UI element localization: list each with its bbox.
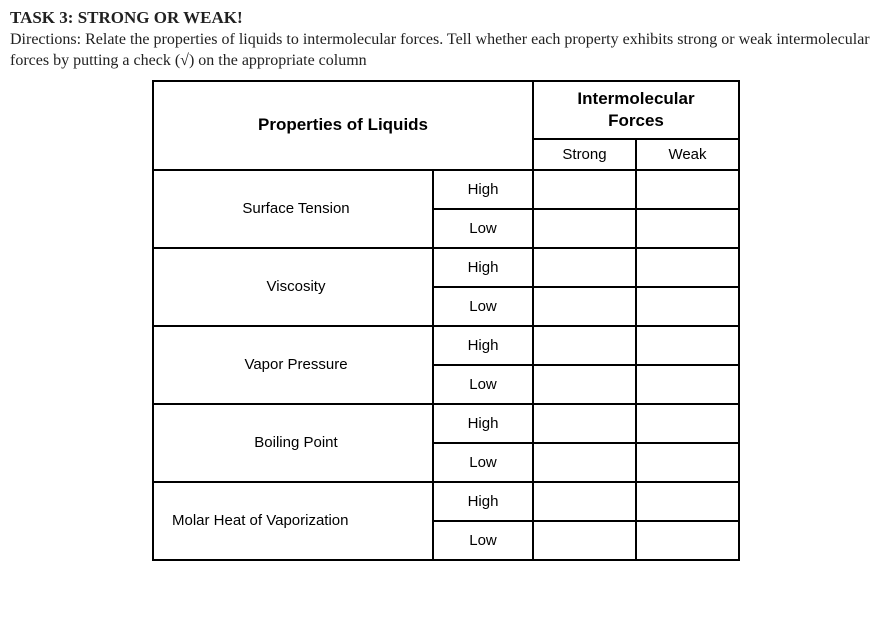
level-cell: Low: [433, 365, 533, 404]
level-cell: Low: [433, 209, 533, 248]
check-cell-weak[interactable]: [636, 209, 739, 248]
level-cell: Low: [433, 443, 533, 482]
check-cell-weak[interactable]: [636, 521, 739, 560]
level-cell: High: [433, 482, 533, 521]
check-cell-strong[interactable]: [533, 287, 636, 326]
check-cell-strong[interactable]: [533, 209, 636, 248]
header-imf: Intermolecular Forces: [533, 81, 739, 139]
task-title: TASK 3: STRONG OR WEAK!: [10, 8, 882, 28]
check-cell-weak[interactable]: [636, 287, 739, 326]
level-cell: High: [433, 404, 533, 443]
level-cell: Low: [433, 287, 533, 326]
directions-text-suffix: ) on the appropriate column: [189, 52, 367, 69]
level-cell: High: [433, 170, 533, 209]
check-cell-weak[interactable]: [636, 248, 739, 287]
check-cell-weak[interactable]: [636, 482, 739, 521]
level-cell: High: [433, 248, 533, 287]
property-name: Viscosity: [153, 248, 433, 326]
check-symbol: √: [180, 52, 189, 69]
property-name: Vapor Pressure: [153, 326, 433, 404]
level-cell: Low: [433, 521, 533, 560]
task-directions: Directions: Relate the properties of liq…: [10, 30, 882, 72]
header-imf-line2: Forces: [608, 111, 664, 130]
check-cell-strong[interactable]: [533, 326, 636, 365]
table-row: Boiling Point High: [153, 404, 739, 443]
check-cell-weak[interactable]: [636, 170, 739, 209]
header-row-1: Properties of Liquids Intermolecular For…: [153, 81, 739, 139]
property-name: Molar Heat of Vaporization: [153, 482, 433, 560]
header-weak: Weak: [636, 139, 739, 170]
check-cell-weak[interactable]: [636, 404, 739, 443]
property-name: Boiling Point: [153, 404, 433, 482]
property-name: Surface Tension: [153, 170, 433, 248]
header-strong: Strong: [533, 139, 636, 170]
check-cell-weak[interactable]: [636, 326, 739, 365]
check-cell-strong[interactable]: [533, 482, 636, 521]
check-cell-strong[interactable]: [533, 443, 636, 482]
directions-text-prefix: Directions: Relate the properties of liq…: [10, 31, 870, 69]
header-imf-line1: Intermolecular: [577, 89, 694, 108]
check-cell-strong[interactable]: [533, 404, 636, 443]
check-cell-weak[interactable]: [636, 443, 739, 482]
table-wrapper: Properties of Liquids Intermolecular For…: [10, 80, 882, 561]
check-cell-strong[interactable]: [533, 521, 636, 560]
level-cell: High: [433, 326, 533, 365]
table-row: Viscosity High: [153, 248, 739, 287]
table-row: Surface Tension High: [153, 170, 739, 209]
check-cell-strong[interactable]: [533, 365, 636, 404]
check-cell-weak[interactable]: [636, 365, 739, 404]
check-cell-strong[interactable]: [533, 170, 636, 209]
header-properties: Properties of Liquids: [153, 81, 533, 170]
check-cell-strong[interactable]: [533, 248, 636, 287]
table-row: Vapor Pressure High: [153, 326, 739, 365]
table-row: Molar Heat of Vaporization High: [153, 482, 739, 521]
properties-table: Properties of Liquids Intermolecular For…: [152, 80, 740, 561]
